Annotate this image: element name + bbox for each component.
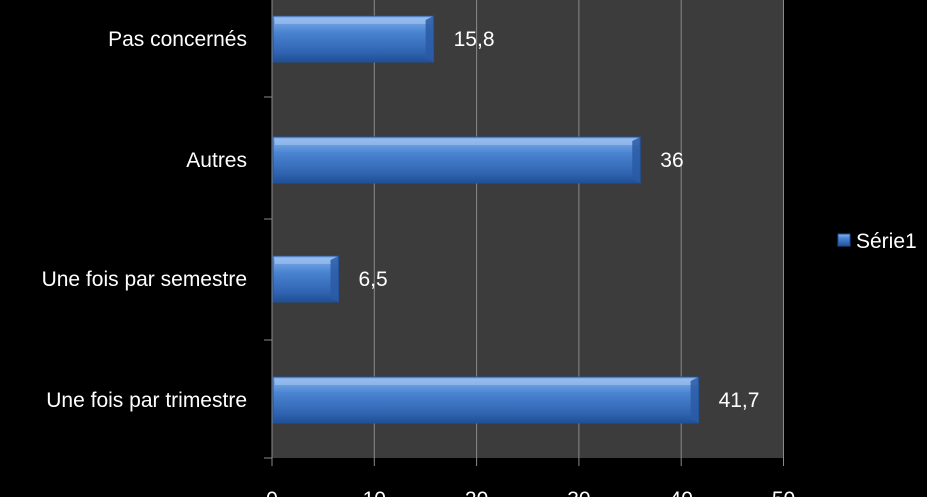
bar-end-cap <box>632 137 641 183</box>
bar-group <box>272 15 435 63</box>
bar-highlight <box>275 18 432 24</box>
bar-highlight <box>275 258 337 264</box>
legend-swatch <box>837 233 851 247</box>
data-label: 41,7 <box>719 389 760 412</box>
axes: 0 10 20 30 40 50 <box>264 0 795 497</box>
category-label: Pas concernés <box>108 28 247 51</box>
x-tick-label: 10 <box>363 488 386 497</box>
category-label: Une fois par semestre <box>42 268 247 291</box>
bar-group <box>272 255 339 303</box>
x-tick-label: 20 <box>465 488 488 497</box>
category-label: Autres <box>186 149 247 172</box>
bar-group <box>272 376 700 424</box>
x-tick-label: 50 <box>772 488 795 497</box>
legend-label: Série1 <box>856 230 917 253</box>
bar-end-cap <box>690 377 699 423</box>
x-tick-label: 40 <box>670 488 693 497</box>
bar-end-cap <box>425 16 434 62</box>
legend: Série1 <box>837 230 917 253</box>
category-label: Une fois par trimestre <box>46 389 247 412</box>
x-tick-label: 30 <box>567 488 590 497</box>
data-label: 15,8 <box>454 28 495 51</box>
data-label: 6,5 <box>358 268 387 291</box>
bar-highlight <box>275 139 639 145</box>
data-label: 36 <box>660 149 683 172</box>
bar-end-cap <box>330 256 339 302</box>
bar-group <box>272 136 641 184</box>
labels: Une fois par trimestre 41,7 Une fois par s… <box>42 28 760 412</box>
bars <box>272 15 700 424</box>
bar-highlight <box>275 379 697 385</box>
x-tick-label: 0 <box>266 488 278 497</box>
